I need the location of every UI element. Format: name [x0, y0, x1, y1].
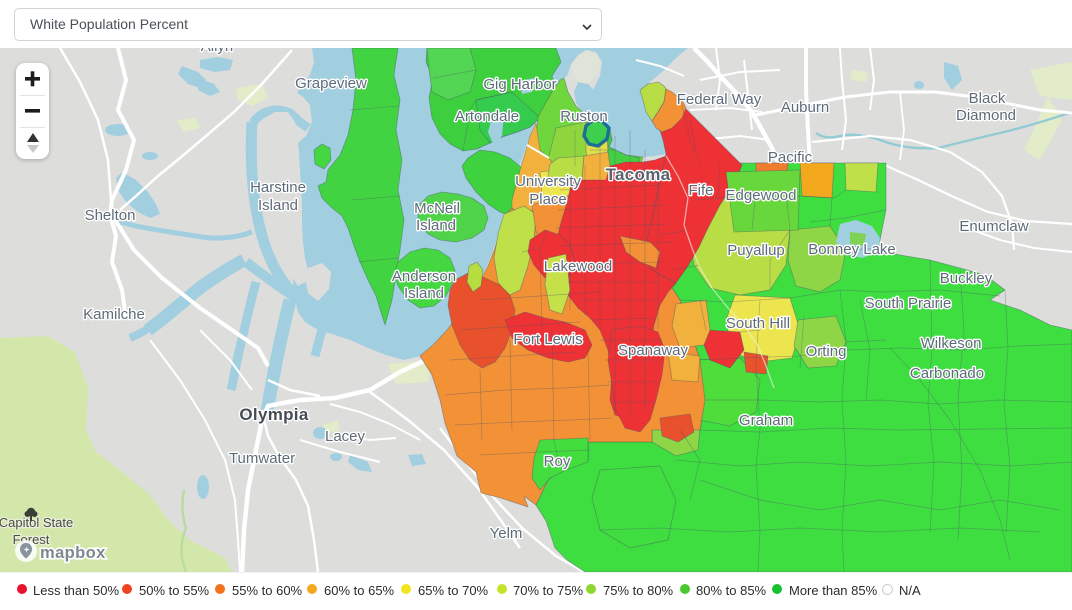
svg-text:Artondale: Artondale [455, 108, 519, 125]
svg-text:Enumclaw: Enumclaw [959, 218, 1028, 235]
svg-text:Tumwater: Tumwater [229, 450, 295, 467]
svg-text:South Hill: South Hill [726, 315, 790, 332]
svg-text:Olympia: Olympia [239, 405, 308, 424]
svg-text:Fife: Fife [688, 182, 713, 199]
svg-text:Graham: Graham [739, 412, 793, 429]
svg-text:Black: Black [969, 90, 1006, 107]
svg-text:Island: Island [258, 197, 298, 214]
svg-text:Bonney Lake: Bonney Lake [808, 241, 896, 258]
svg-text:Kamilche: Kamilche [83, 306, 145, 323]
svg-text:Puyallup: Puyallup [727, 242, 785, 259]
svg-text:Fort Lewis: Fort Lewis [513, 331, 582, 348]
svg-text:Tacoma: Tacoma [606, 165, 671, 184]
svg-text:Lakewood: Lakewood [544, 258, 612, 275]
svg-text:Anderson: Anderson [392, 268, 456, 285]
svg-text:mapbox: mapbox [40, 544, 106, 562]
svg-text:Yelm: Yelm [490, 525, 523, 542]
svg-text:Carbonado: Carbonado [910, 365, 984, 382]
svg-text:Wilkeson: Wilkeson [921, 335, 982, 352]
svg-text:University: University [515, 173, 581, 190]
svg-text:Allyn: Allyn [201, 48, 234, 55]
svg-text:McNeil: McNeil [414, 200, 460, 217]
svg-text:Edgewood: Edgewood [726, 187, 797, 204]
svg-text:Grapeview: Grapeview [295, 75, 367, 92]
svg-text:Harstine: Harstine [250, 179, 306, 196]
svg-text:South Prairie: South Prairie [865, 295, 952, 312]
svg-text:Diamond: Diamond [956, 107, 1016, 124]
svg-text:Roy: Roy [544, 453, 571, 470]
svg-text:Lacey: Lacey [325, 428, 366, 445]
svg-text:Capitol State: Capitol State [0, 515, 73, 530]
svg-text:Pacific: Pacific [768, 149, 813, 166]
svg-text:Ruston: Ruston [560, 108, 608, 125]
svg-text:Orting: Orting [806, 343, 847, 360]
svg-text:Island: Island [416, 217, 456, 234]
svg-text:Federal Way: Federal Way [677, 91, 762, 108]
svg-text:Buckley: Buckley [940, 270, 993, 287]
svg-text:Shelton: Shelton [85, 207, 136, 224]
svg-text:Spanaway: Spanaway [618, 342, 689, 359]
svg-text:Auburn: Auburn [781, 99, 829, 116]
svg-text:Gig Harbor: Gig Harbor [483, 76, 556, 93]
svg-text:Island: Island [404, 285, 444, 302]
svg-text:Place: Place [529, 191, 567, 208]
